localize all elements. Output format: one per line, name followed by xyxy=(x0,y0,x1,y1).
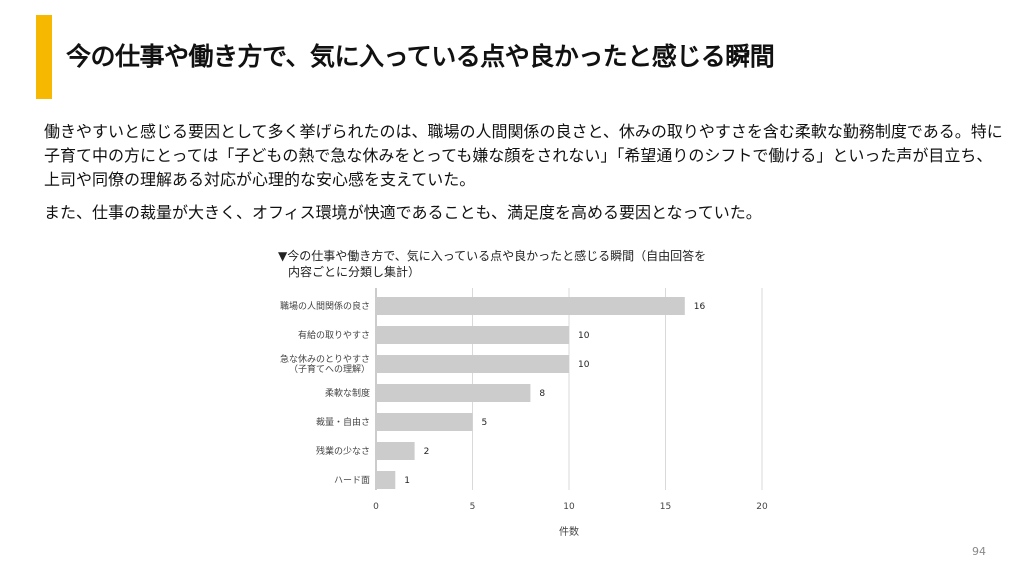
category-label: 残業の少なさ xyxy=(316,445,370,457)
bar-value-label: 2 xyxy=(424,447,430,457)
category-label: 有給の取りやすさ xyxy=(298,329,370,341)
bar xyxy=(376,384,531,402)
bar-value-label: 8 xyxy=(539,389,545,399)
chart-caption: ▼今の仕事や働き方で、気に入っている点や良かったと感じる瞬間（自由回答を 内容ご… xyxy=(278,248,798,280)
bar xyxy=(376,326,569,344)
category-label: 柔軟な制度 xyxy=(325,387,370,399)
category-label: 職場の人間関係の良さ xyxy=(280,300,370,312)
body-paragraph-1: 働きやすいと感じる要因として多く挙げられたのは、職場の人間関係の良さと、休みの取… xyxy=(44,122,1003,189)
x-tick-label: 20 xyxy=(756,502,768,512)
x-tick-label: 10 xyxy=(563,502,575,512)
bar xyxy=(376,355,569,373)
page-number: 94 xyxy=(972,545,986,558)
body-text: 働きやすいと感じる要因として多く挙げられたのは、職場の人間関係の良さと、休みの取… xyxy=(44,120,1004,234)
bar xyxy=(376,442,415,460)
x-tick-label: 0 xyxy=(373,502,379,512)
x-axis-label: 件数 xyxy=(559,525,579,538)
category-label: ハード面 xyxy=(334,475,370,486)
bar xyxy=(376,297,685,315)
x-tick-label: 5 xyxy=(470,502,476,512)
x-tick-label: 15 xyxy=(660,502,671,512)
category-label: 裁量・自由さ xyxy=(316,416,370,428)
bar-value-label: 16 xyxy=(694,302,706,312)
bar-value-label: 10 xyxy=(578,331,590,341)
body-paragraph-2: また、仕事の裁量が大きく、オフィス環境が快適であることも、満足度を高める要因とな… xyxy=(44,203,762,222)
bar xyxy=(376,413,473,431)
title-accent-bar xyxy=(36,15,52,99)
chart-caption-line-1: ▼今の仕事や働き方で、気に入っている点や良かったと感じる瞬間（自由回答を xyxy=(278,249,707,263)
slide-title: 今の仕事や働き方で、気に入っている点や良かったと感じる瞬間 xyxy=(66,42,775,71)
bar-value-label: 10 xyxy=(578,360,590,370)
chart-caption-line-2: 内容ごとに分類し集計） xyxy=(288,265,421,279)
bar-value-label: 1 xyxy=(404,476,410,486)
category-label: （子育てへの理解） xyxy=(289,363,370,375)
bar xyxy=(376,471,396,489)
category-label: 急な休みのとりやすさ xyxy=(280,353,370,365)
bar-value-label: 5 xyxy=(482,418,488,428)
